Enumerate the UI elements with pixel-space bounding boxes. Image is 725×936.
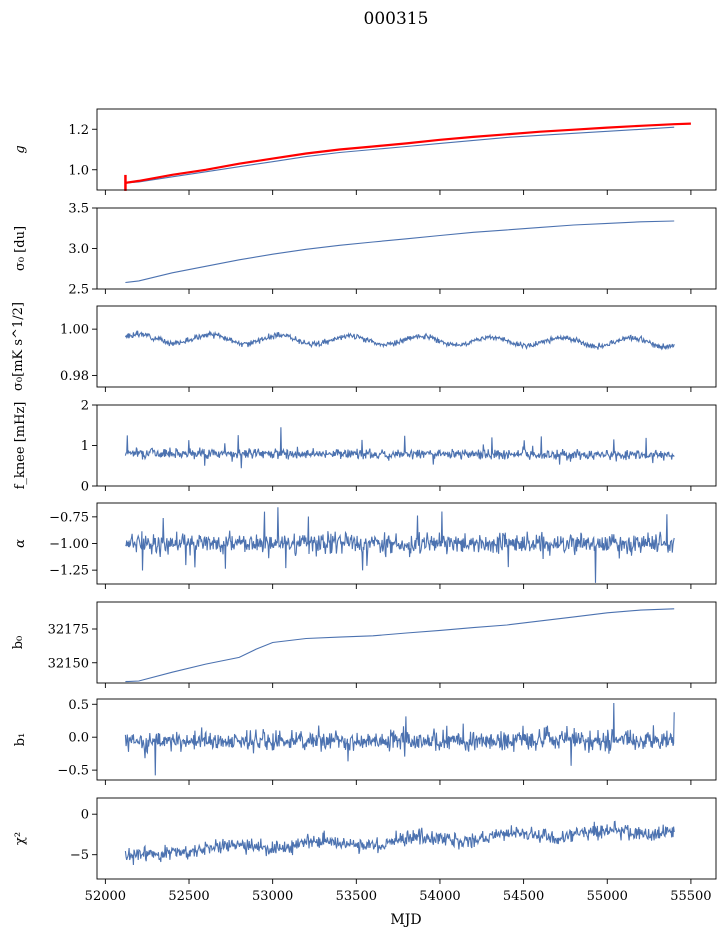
- panel-alpha: −1.25 −1.00 −0.75 α: [13, 502, 717, 589]
- series-g-1: [125, 122, 691, 184]
- x-tick-label: 52500: [168, 889, 209, 904]
- panel-chi2: −5 0 χ²: [13, 797, 717, 884]
- panel-frame: [96, 305, 717, 388]
- panel-b0: 32150 32175 b₀: [11, 601, 717, 688]
- y-tick-label: 3.0: [68, 242, 89, 257]
- x-tick-label: 53000: [252, 889, 293, 904]
- y-axis-label: g: [13, 145, 28, 153]
- y-tick-label: 1.0: [68, 163, 89, 178]
- panel-sigma0-mk: 0.98 1.00 σ₀[mK s^1/2]: [11, 302, 717, 392]
- panel-fknee: 0 1 2 f_knee [mHz]: [13, 399, 717, 495]
- y-tick-label: −1.00: [49, 537, 89, 552]
- series-sigma0-mk-0: [124, 330, 675, 351]
- panels: 1.0 1.2 g 2.5 3.0 3.5 σ₀ [du] 0.98 1.00 σ₀[mK s^1…: [11, 108, 717, 884]
- panel-frame: [96, 404, 717, 487]
- y-tick-label: 1.00: [60, 323, 89, 338]
- y-axis-label: f_knee [mHz]: [13, 402, 28, 490]
- x-tick-label: 52000: [85, 889, 126, 904]
- y-tick-label: −0.75: [49, 510, 89, 525]
- x-tick-label: 55000: [587, 889, 628, 904]
- y-axis-label: χ²: [13, 832, 28, 845]
- y-axis-label: α: [13, 539, 28, 548]
- y-tick-label: 0.0: [68, 731, 89, 746]
- panel-frame: [96, 108, 717, 191]
- y-tick-label: 0: [81, 480, 89, 495]
- y-tick-label: 2: [81, 399, 89, 414]
- series-b0-0: [125, 608, 675, 683]
- x-tick-label: 55500: [670, 889, 711, 904]
- series-sigma0-du-0: [125, 220, 675, 284]
- x-tick-label: 53500: [336, 889, 377, 904]
- y-tick-label: 32175: [48, 623, 89, 638]
- y-tick-label: 2.5: [68, 283, 89, 298]
- x-tick-label: 54000: [419, 889, 460, 904]
- panel-g: 1.0 1.2 g: [13, 108, 717, 195]
- series-b1-0: [124, 702, 675, 776]
- panel-frame: [96, 601, 717, 684]
- series-alpha-0: [125, 507, 675, 583]
- x-tick-label: 54500: [503, 889, 544, 904]
- y-tick-label: 3.5: [68, 202, 89, 217]
- panel-frame: [96, 698, 717, 781]
- y-tick-label: −1.25: [49, 564, 89, 579]
- series-g-0: [125, 126, 675, 184]
- y-tick-label: 0.5: [68, 698, 89, 713]
- y-tick-label: 0.98: [60, 369, 89, 384]
- panel-sigma0-du: 2.5 3.0 3.5 σ₀ [du]: [13, 202, 717, 298]
- x-axis-label: MJD: [390, 912, 421, 928]
- y-axis-label: b₀: [11, 636, 26, 650]
- y-axis-label: b₁: [13, 733, 28, 747]
- series-chi2-0: [124, 820, 675, 866]
- series-fknee-0: [124, 427, 675, 469]
- y-tick-label: 1: [81, 439, 89, 454]
- x-axis: 52000 52500 53000 53500 54000 54500 55000 55500: [85, 889, 712, 904]
- y-tick-label: −0.5: [57, 764, 89, 779]
- y-tick-label: 1.2: [68, 123, 89, 138]
- panel-frame: [96, 797, 717, 880]
- y-tick-label: 32150: [48, 656, 89, 671]
- y-axis-label: σ₀[mK s^1/2]: [11, 302, 26, 391]
- y-tick-label: −5: [70, 848, 89, 863]
- figure-title: 000315: [364, 9, 429, 29]
- y-tick-label: 0: [81, 808, 89, 823]
- panel-b1: −0.5 0.0 0.5 b₁: [13, 698, 717, 785]
- y-axis-label: σ₀ [du]: [13, 226, 28, 271]
- panel-frame: [96, 207, 717, 290]
